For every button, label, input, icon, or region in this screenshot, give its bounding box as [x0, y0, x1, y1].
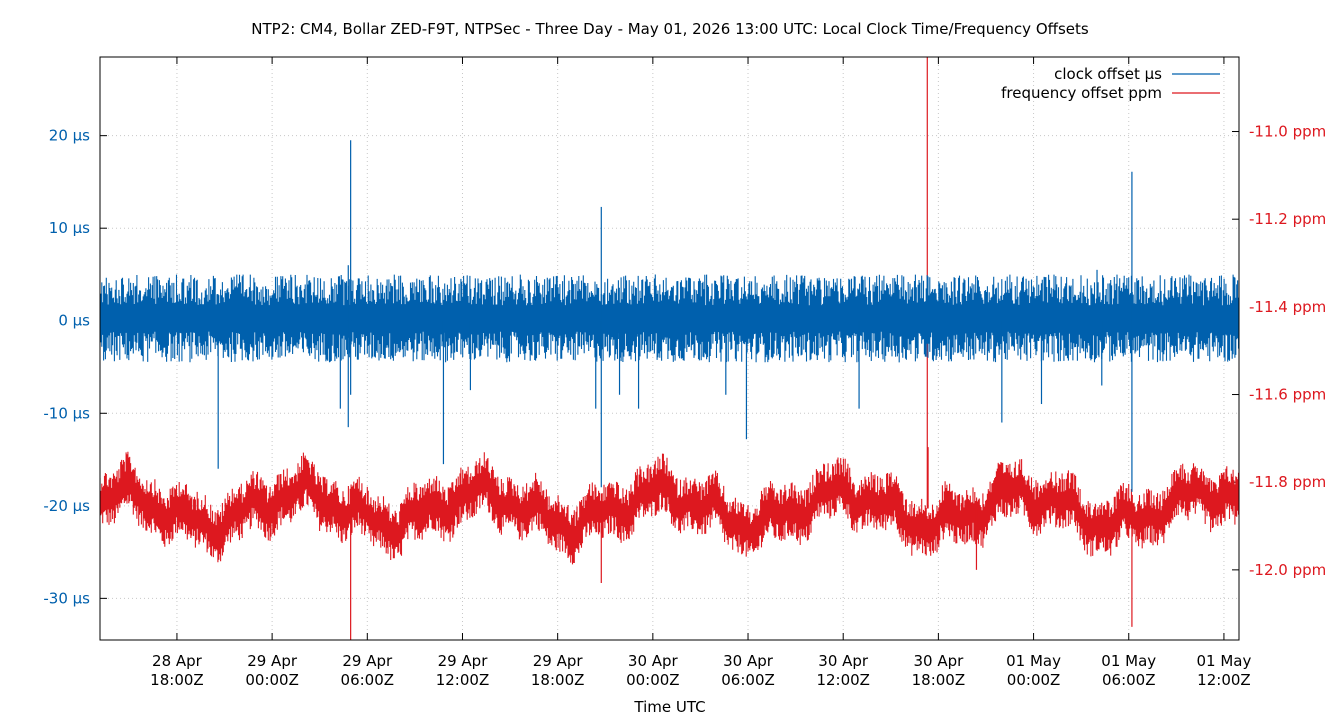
- x-tick-label-time: 00:00Z: [245, 671, 299, 689]
- x-tick-label-time: 18:00Z: [531, 671, 585, 689]
- y-right-tick-label: -12.0 ppm: [1249, 561, 1326, 579]
- y-right-tick-label: -11.8 ppm: [1249, 473, 1326, 491]
- x-tick-label-time: 12:00Z: [436, 671, 490, 689]
- x-tick-label-time: 06:00Z: [341, 671, 395, 689]
- x-tick-label-date: 28 Apr: [152, 652, 203, 670]
- x-tick-label-time: 06:00Z: [721, 671, 775, 689]
- y-left-tick-label: 0 µs: [58, 312, 90, 330]
- series-clock-offset: [100, 140, 1239, 492]
- series-line: [100, 274, 1239, 363]
- x-tick-label-time: 12:00Z: [816, 671, 870, 689]
- x-tick-label-time: 18:00Z: [912, 671, 966, 689]
- y-left-tick-label: -10 µs: [43, 404, 90, 422]
- series-line: [100, 451, 1239, 565]
- x-tick-label-time: 00:00Z: [626, 671, 680, 689]
- legend-label: clock offset µs: [1054, 65, 1162, 83]
- x-tick-label-date: 29 Apr: [533, 652, 584, 670]
- y-left-tick-label: 10 µs: [49, 219, 90, 237]
- x-tick-label-date: 01 May: [1006, 652, 1061, 670]
- y-right-tick-label: -11.4 ppm: [1249, 298, 1326, 316]
- legend-label: frequency offset ppm: [1001, 84, 1162, 102]
- chart-title: NTP2: CM4, Bollar ZED-F9T, NTPSec - Thre…: [251, 20, 1089, 38]
- x-tick-label-date: 01 May: [1196, 652, 1251, 670]
- right-axis: -11.0 ppm -11.2 ppm -11.4 ppm -11.6 ppm -11.…: [1232, 123, 1326, 579]
- x-tick-label-date: 01 May: [1101, 652, 1156, 670]
- x-tick-label-date: 30 Apr: [818, 652, 869, 670]
- y-right-tick-label: -11.6 ppm: [1249, 386, 1326, 404]
- y-right-tick-label: -11.2 ppm: [1249, 210, 1326, 228]
- x-tick-label-date: 29 Apr: [247, 652, 298, 670]
- x-tick-label-time: 00:00Z: [1007, 671, 1061, 689]
- plot-frame: [99, 56, 1240, 641]
- x-tick-label-time: 06:00Z: [1102, 671, 1156, 689]
- x-axis-label: Time UTC: [633, 698, 705, 716]
- x-tick-label-date: 29 Apr: [438, 652, 489, 670]
- x-tick-label-time: 12:00Z: [1197, 671, 1251, 689]
- x-tick-label-date: 30 Apr: [913, 652, 964, 670]
- y-left-tick-label: -30 µs: [43, 589, 90, 607]
- left-axis: 20 µs 10 µs 0 µs -10 µs -20 µs -30 µs: [43, 127, 107, 607]
- y-left-tick-label: -20 µs: [43, 497, 90, 515]
- x-tick-label-time: 18:00Z: [150, 671, 204, 689]
- y-left-tick-label: 20 µs: [49, 127, 90, 145]
- y-right-tick-label: -11.0 ppm: [1249, 123, 1326, 141]
- x-tick-label-date: 30 Apr: [723, 652, 774, 670]
- x-tick-label-date: 29 Apr: [342, 652, 393, 670]
- x-tick-label-date: 30 Apr: [628, 652, 679, 670]
